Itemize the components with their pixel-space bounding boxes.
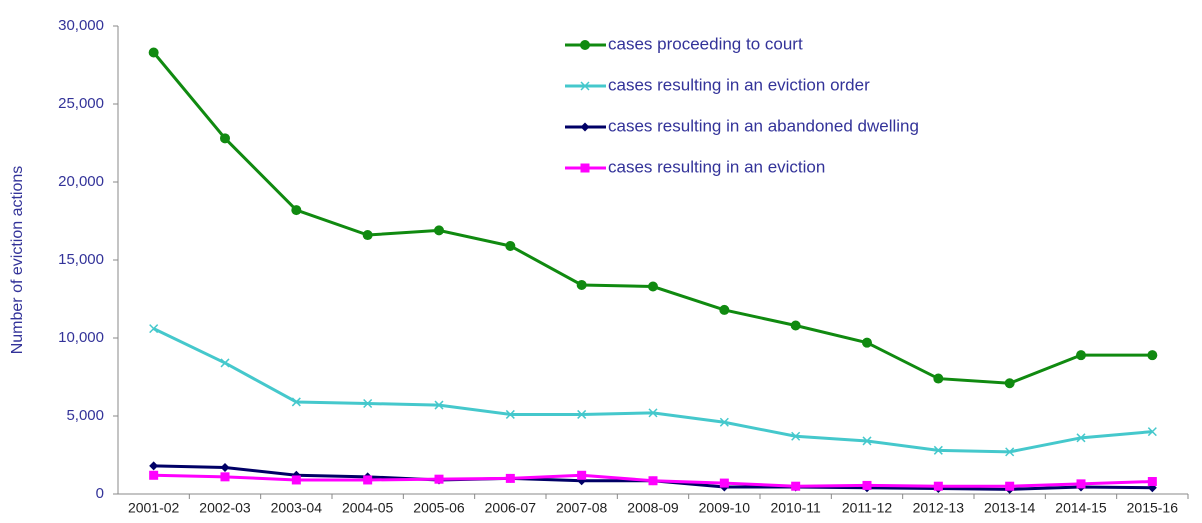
y-axis-label: Number of eviction actions bbox=[9, 166, 26, 355]
data-point bbox=[220, 462, 230, 472]
x-tick-label: 2012-13 bbox=[913, 500, 965, 516]
data-point bbox=[648, 476, 658, 486]
data-point bbox=[1147, 427, 1157, 437]
data-point bbox=[1005, 481, 1015, 491]
data-point bbox=[291, 397, 301, 407]
data-point bbox=[363, 475, 373, 485]
data-point bbox=[1004, 378, 1015, 389]
y-tick-label: 15,000 bbox=[58, 251, 104, 268]
data-point bbox=[505, 473, 515, 483]
legend-marker bbox=[580, 81, 590, 91]
y-tick-label: 10,000 bbox=[58, 329, 104, 346]
x-tick-label: 2009-10 bbox=[699, 500, 751, 516]
data-point bbox=[1147, 350, 1158, 361]
data-point bbox=[363, 398, 373, 409]
data-point bbox=[434, 400, 444, 410]
data-point bbox=[505, 409, 515, 419]
legend-label: cases proceeding to court bbox=[608, 34, 803, 53]
data-point bbox=[862, 480, 872, 490]
legend-marker bbox=[580, 163, 590, 173]
series-line bbox=[152, 51, 1153, 385]
x-tick-label: 2010-11 bbox=[770, 500, 821, 516]
data-point bbox=[1147, 477, 1157, 487]
data-point bbox=[719, 417, 729, 427]
data-point bbox=[1076, 433, 1086, 443]
x-tick-label: 2008-09 bbox=[627, 500, 679, 516]
x-tick-label: 2004-05 bbox=[342, 500, 394, 516]
legend-marker bbox=[580, 40, 590, 50]
x-tick-label: 2013-14 bbox=[984, 500, 1036, 516]
data-point bbox=[1076, 350, 1086, 361]
data-point bbox=[220, 358, 230, 368]
data-point bbox=[790, 320, 801, 331]
data-point bbox=[648, 281, 658, 292]
y-tick-label: 0 bbox=[96, 485, 104, 502]
x-tick-label: 2015-16 bbox=[1127, 500, 1179, 516]
data-point bbox=[149, 324, 159, 334]
data-point bbox=[862, 436, 872, 446]
legend-label: cases resulting in an eviction bbox=[608, 157, 825, 176]
x-tick-label: 2002-03 bbox=[199, 500, 251, 516]
y-tick-label: 25,000 bbox=[58, 95, 104, 112]
data-point bbox=[1005, 447, 1015, 457]
x-tick-label: 2007-08 bbox=[556, 500, 608, 516]
data-point bbox=[791, 481, 801, 491]
data-point bbox=[933, 373, 944, 384]
data-point bbox=[576, 279, 587, 290]
data-point bbox=[362, 230, 373, 241]
data-point bbox=[434, 225, 444, 236]
x-tick-label: 2005-06 bbox=[413, 500, 465, 516]
data-point bbox=[291, 475, 301, 485]
series-line bbox=[153, 327, 1153, 454]
data-point bbox=[220, 472, 230, 482]
data-point bbox=[505, 240, 516, 251]
data-point bbox=[862, 337, 872, 348]
x-tick-label: 2001-02 bbox=[128, 500, 180, 516]
data-point bbox=[291, 205, 302, 216]
y-tick-label: 20,000 bbox=[58, 173, 104, 190]
data-point bbox=[719, 304, 730, 315]
data-point bbox=[434, 474, 444, 484]
legend-label: cases resulting in an eviction order bbox=[608, 75, 870, 94]
y-tick-label: 30,000 bbox=[58, 17, 104, 34]
legend-marker bbox=[580, 122, 590, 132]
y-tick-label: 5,000 bbox=[66, 407, 104, 424]
data-point bbox=[148, 47, 159, 58]
data-point bbox=[791, 431, 801, 441]
x-tick-label: 2006-07 bbox=[485, 500, 537, 516]
data-point bbox=[719, 478, 729, 488]
data-point bbox=[933, 481, 943, 491]
data-point bbox=[933, 445, 943, 455]
legend-label: cases resulting in an abandoned dwelling bbox=[608, 116, 919, 135]
x-tick-label: 2003-04 bbox=[271, 500, 323, 516]
data-point bbox=[577, 409, 587, 419]
data-point bbox=[1076, 479, 1086, 489]
x-tick-label: 2014-15 bbox=[1055, 500, 1107, 516]
data-point bbox=[577, 470, 587, 480]
data-point bbox=[648, 408, 658, 418]
data-point bbox=[149, 461, 159, 471]
data-point bbox=[220, 133, 230, 144]
data-point bbox=[149, 470, 159, 480]
x-tick-label: 2011-12 bbox=[842, 500, 893, 516]
